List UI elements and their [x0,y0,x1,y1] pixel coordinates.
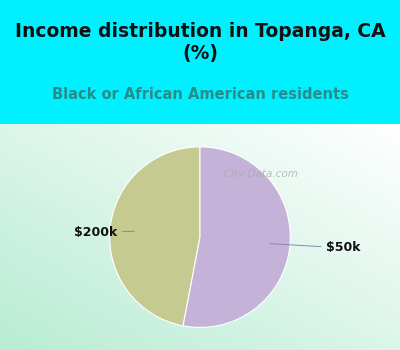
Text: Black or African American residents: Black or African American residents [52,87,348,102]
Text: City-Data.com: City-Data.com [214,169,298,179]
Wedge shape [183,147,290,327]
Wedge shape [110,147,200,326]
Text: Income distribution in Topanga, CA
(%): Income distribution in Topanga, CA (%) [15,22,385,63]
Text: $200k: $200k [74,226,134,239]
Text: $50k: $50k [270,241,361,254]
